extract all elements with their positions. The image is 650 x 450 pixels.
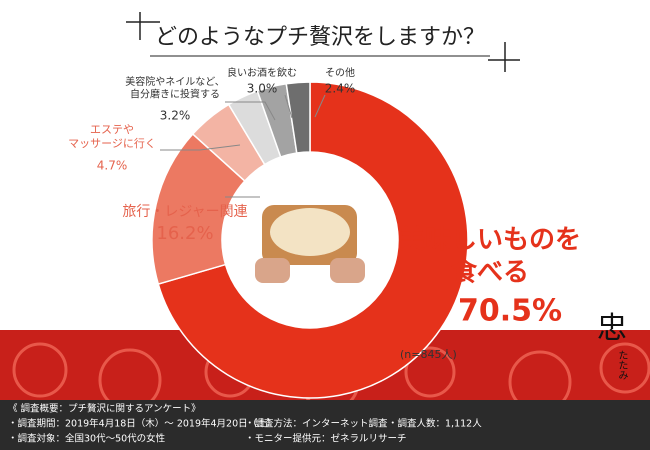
logo-kanji: 忠 [597,311,627,346]
donut-segment [157,81,469,399]
footer-item: ・調査対象：全国30代〜50代の女性 [8,433,166,445]
category-label: 美味しいものを食べる [399,224,581,288]
sample-note: (n=845人) [400,348,457,361]
value-label: 3.0% [247,82,278,96]
value-label: 3.2% [160,109,191,123]
value-label: 2.4% [325,82,356,96]
footer-item: ・調査方法：インターネット調査 [245,418,388,430]
value-label: 70.5% [458,294,562,329]
category-label: 良いお酒を飲む [227,66,297,79]
footer-item: ・調査人数：1,112人 [388,418,482,430]
donut [151,81,469,399]
category-label: エステやマッサージに行く [68,123,156,150]
center-photo [242,172,378,308]
footer-item: ・モニター提供元：ゼネラルリサーチ [245,433,407,445]
footer-item: ・調査期間：2019年4月18日（木）～ 2019年4月20日（土） [8,418,276,430]
leader-lines [160,94,326,198]
category-label: 旅行・レジャー関連 [122,204,247,220]
category-label: その他 [325,66,355,79]
category-label: 美容院やネイルなど、自分磨きに投資する [125,75,225,101]
donut-segment [285,81,311,154]
footer-heading: 《 調査概要：プチ贅沢に関するアンケート》 [8,403,201,415]
title-decor [126,12,520,72]
footer-bg [0,400,650,450]
value-label: 4.7% [97,159,128,173]
value-label: 16.2% [156,223,213,244]
chart-title: どのようなプチ贅沢をしますか？ [155,25,485,50]
logo-kana: たたみ [616,350,628,380]
